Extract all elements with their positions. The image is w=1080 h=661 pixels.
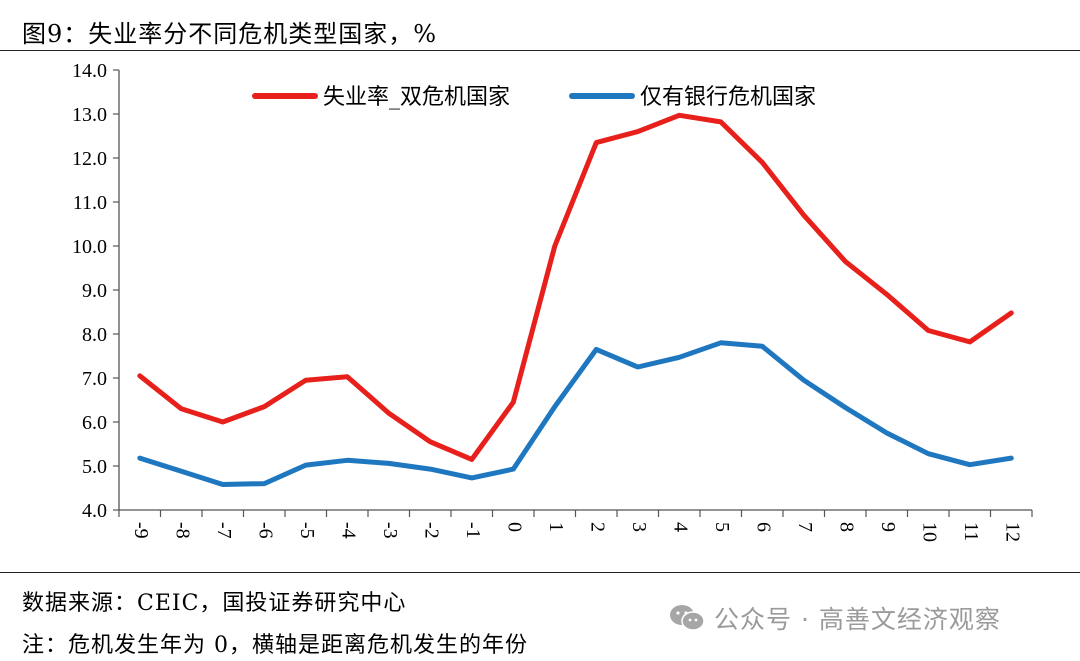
x-tick-label: 3 [628, 522, 650, 532]
x-tick-label: 8 [836, 522, 858, 532]
y-tick-label: 10.0 [72, 236, 107, 258]
source-note: 数据来源：CEIC，国投证券研究中心 [22, 591, 407, 616]
x-tick-label: 7 [794, 522, 816, 532]
series-line-2 [137, 340, 1014, 487]
x-tick-label: -5 [296, 522, 318, 539]
x-tick-label: -8 [172, 522, 194, 539]
x-tick-label: 4 [670, 522, 692, 532]
x-tick-label: 5 [711, 522, 733, 532]
x-tick-label: 0 [504, 522, 526, 532]
y-tick-label: 6.0 [82, 412, 107, 434]
legend-label-2: 仅有银行危机国家 [640, 85, 816, 110]
top-rule [0, 50, 1080, 51]
y-tick-label: 14.0 [72, 60, 107, 82]
bottom-rule [0, 572, 1080, 573]
y-tick-label: 5.0 [82, 456, 107, 478]
x-tick-label: -7 [213, 522, 235, 539]
series-line-1 [137, 112, 1014, 462]
line-chart: 4.0 5.0 6.0 7.0 8.0 9.0 10.0 11.0 12.0 13.0 14.0 -9… [72, 60, 1033, 542]
legend-label-1: 失业率_双危机国家 [323, 85, 510, 110]
x-tick-label: 2 [587, 522, 609, 532]
y-tick-label: 4.0 [82, 500, 107, 522]
x-tick-label: -6 [255, 522, 277, 539]
watermark: 公众号 · 高善文经济观察 [668, 600, 1001, 636]
x-tick-label: 6 [753, 522, 775, 532]
y-tick-label: 9.0 [82, 280, 107, 302]
x-tick-label: 1 [545, 522, 567, 532]
x-tick-label: -1 [462, 522, 484, 539]
x-tick-label: -4 [338, 522, 360, 539]
x-tick-label: 12 [1002, 522, 1024, 542]
y-tick-label: 12.0 [72, 148, 107, 170]
x-tick-label: -3 [379, 522, 401, 539]
wechat-icon [670, 605, 705, 631]
y-tick-label: 8.0 [82, 324, 107, 346]
x-tick-label: -9 [130, 522, 152, 539]
x-tick-label: 11 [960, 522, 982, 541]
watermark-text: 公众号 · 高善文经济观察 [714, 605, 1001, 634]
y-tick-label: 11.0 [73, 192, 107, 214]
x-tick-label: -2 [421, 522, 443, 539]
x-tick-label: 10 [919, 522, 941, 542]
y-tick-label: 13.0 [72, 104, 107, 126]
y-tick-label: 7.0 [82, 368, 107, 390]
footnote: 注：危机发生年为 0，横轴是距离危机发生的年份 [22, 633, 528, 658]
x-tick-label: 9 [877, 522, 899, 532]
chart-title: 图9：失业率分不同危机类型国家，% [22, 20, 438, 48]
